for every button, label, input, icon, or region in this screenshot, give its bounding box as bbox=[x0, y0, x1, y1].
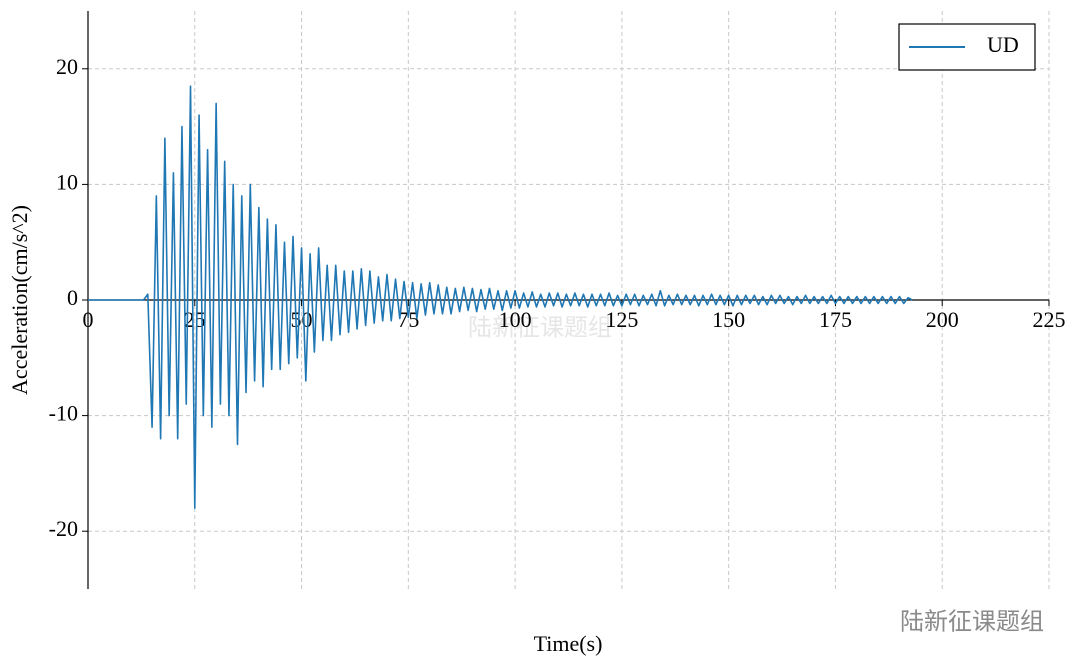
y-tick-label: -20 bbox=[49, 516, 78, 541]
x-axis-label: Time(s) bbox=[534, 631, 603, 656]
legend-label: UD bbox=[987, 32, 1019, 57]
x-tick-label: 125 bbox=[605, 307, 638, 332]
x-tick-label: 225 bbox=[1033, 307, 1066, 332]
x-tick-label: 100 bbox=[499, 307, 532, 332]
x-tick-label: 25 bbox=[184, 307, 206, 332]
x-tick-label: 75 bbox=[397, 307, 419, 332]
y-tick-label: 0 bbox=[67, 285, 78, 310]
x-tick-label: 50 bbox=[291, 307, 313, 332]
data-line bbox=[88, 85, 913, 509]
watermark: 陆新征课题组 bbox=[468, 315, 612, 342]
x-tick-label: 175 bbox=[819, 307, 852, 332]
footer-watermark: 陆新征课题组 bbox=[900, 609, 1044, 636]
y-tick-label: 20 bbox=[56, 54, 78, 79]
x-tick-label: 200 bbox=[926, 307, 959, 332]
x-tick-label: 150 bbox=[712, 307, 745, 332]
y-tick-label: 10 bbox=[56, 169, 78, 194]
y-axis-label: Acceleration(cm/s^2) bbox=[7, 205, 32, 395]
y-tick-label: -10 bbox=[49, 401, 78, 426]
